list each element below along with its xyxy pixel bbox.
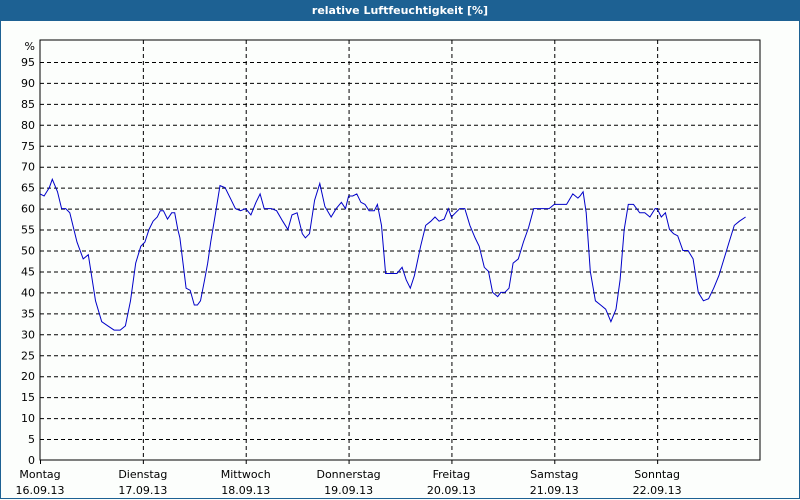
x-date-label: 20.09.13: [427, 484, 476, 497]
x-date-label: 18.09.13: [221, 484, 270, 497]
chart-title: relative Luftfeuchtigkeit [%]: [0, 0, 800, 21]
x-day-label: Donnerstag: [316, 468, 380, 481]
x-axis-labels: Montag 16.09.13 Dienstag 17.09.13 Mittwoch 18…: [16, 460, 682, 497]
y-tick-label: 35: [21, 307, 35, 320]
x-day-label: Dienstag: [118, 468, 167, 481]
x-date-label: 21.09.13: [530, 484, 579, 497]
y-tick-label: 0: [28, 454, 35, 467]
y-tick-label: 10: [21, 412, 35, 425]
y-tick-label: 60: [21, 203, 35, 216]
y-tick-label: 90: [21, 77, 35, 90]
plot-area-border: [39, 39, 761, 461]
x-day-label: Freitag: [433, 468, 471, 481]
y-tick-label: 30: [21, 328, 35, 341]
y-axis-unit-label: %: [25, 40, 35, 53]
x-date-label: 17.09.13: [118, 484, 167, 497]
y-tick-label: 75: [21, 140, 35, 153]
y-tick-label: 25: [21, 349, 35, 362]
y-tick-label: 20: [21, 370, 35, 383]
humidity-series-line: [39, 177, 746, 331]
y-tick-label: 50: [21, 245, 35, 258]
x-date-label: 22.09.13: [633, 484, 682, 497]
y-tick-label: 65: [21, 182, 35, 195]
y-tick-label: 45: [21, 265, 35, 278]
x-day-label: Samstag: [530, 468, 578, 481]
y-tick-label: 5: [28, 433, 35, 446]
x-day-label: Sonntag: [634, 468, 680, 481]
x-date-label: 16.09.13: [16, 484, 65, 497]
x-day-label: Mittwoch: [221, 468, 271, 481]
grid-lines: [40, 40, 760, 460]
y-axis-ticks: 0 5 10 15 20 25 30 35 40 45 50 55 60 65 70 75 80 85 90 95: [21, 56, 35, 467]
y-tick-label: 85: [21, 98, 35, 111]
y-tick-label: 80: [21, 119, 35, 132]
y-tick-label: 40: [21, 286, 35, 299]
y-tick-label: 55: [21, 224, 35, 237]
x-day-label: Montag: [19, 468, 60, 481]
y-tick-label: 95: [21, 56, 35, 69]
y-tick-label: 15: [21, 391, 35, 404]
y-tick-label: 70: [21, 161, 35, 174]
x-date-label: 19.09.13: [324, 484, 373, 497]
